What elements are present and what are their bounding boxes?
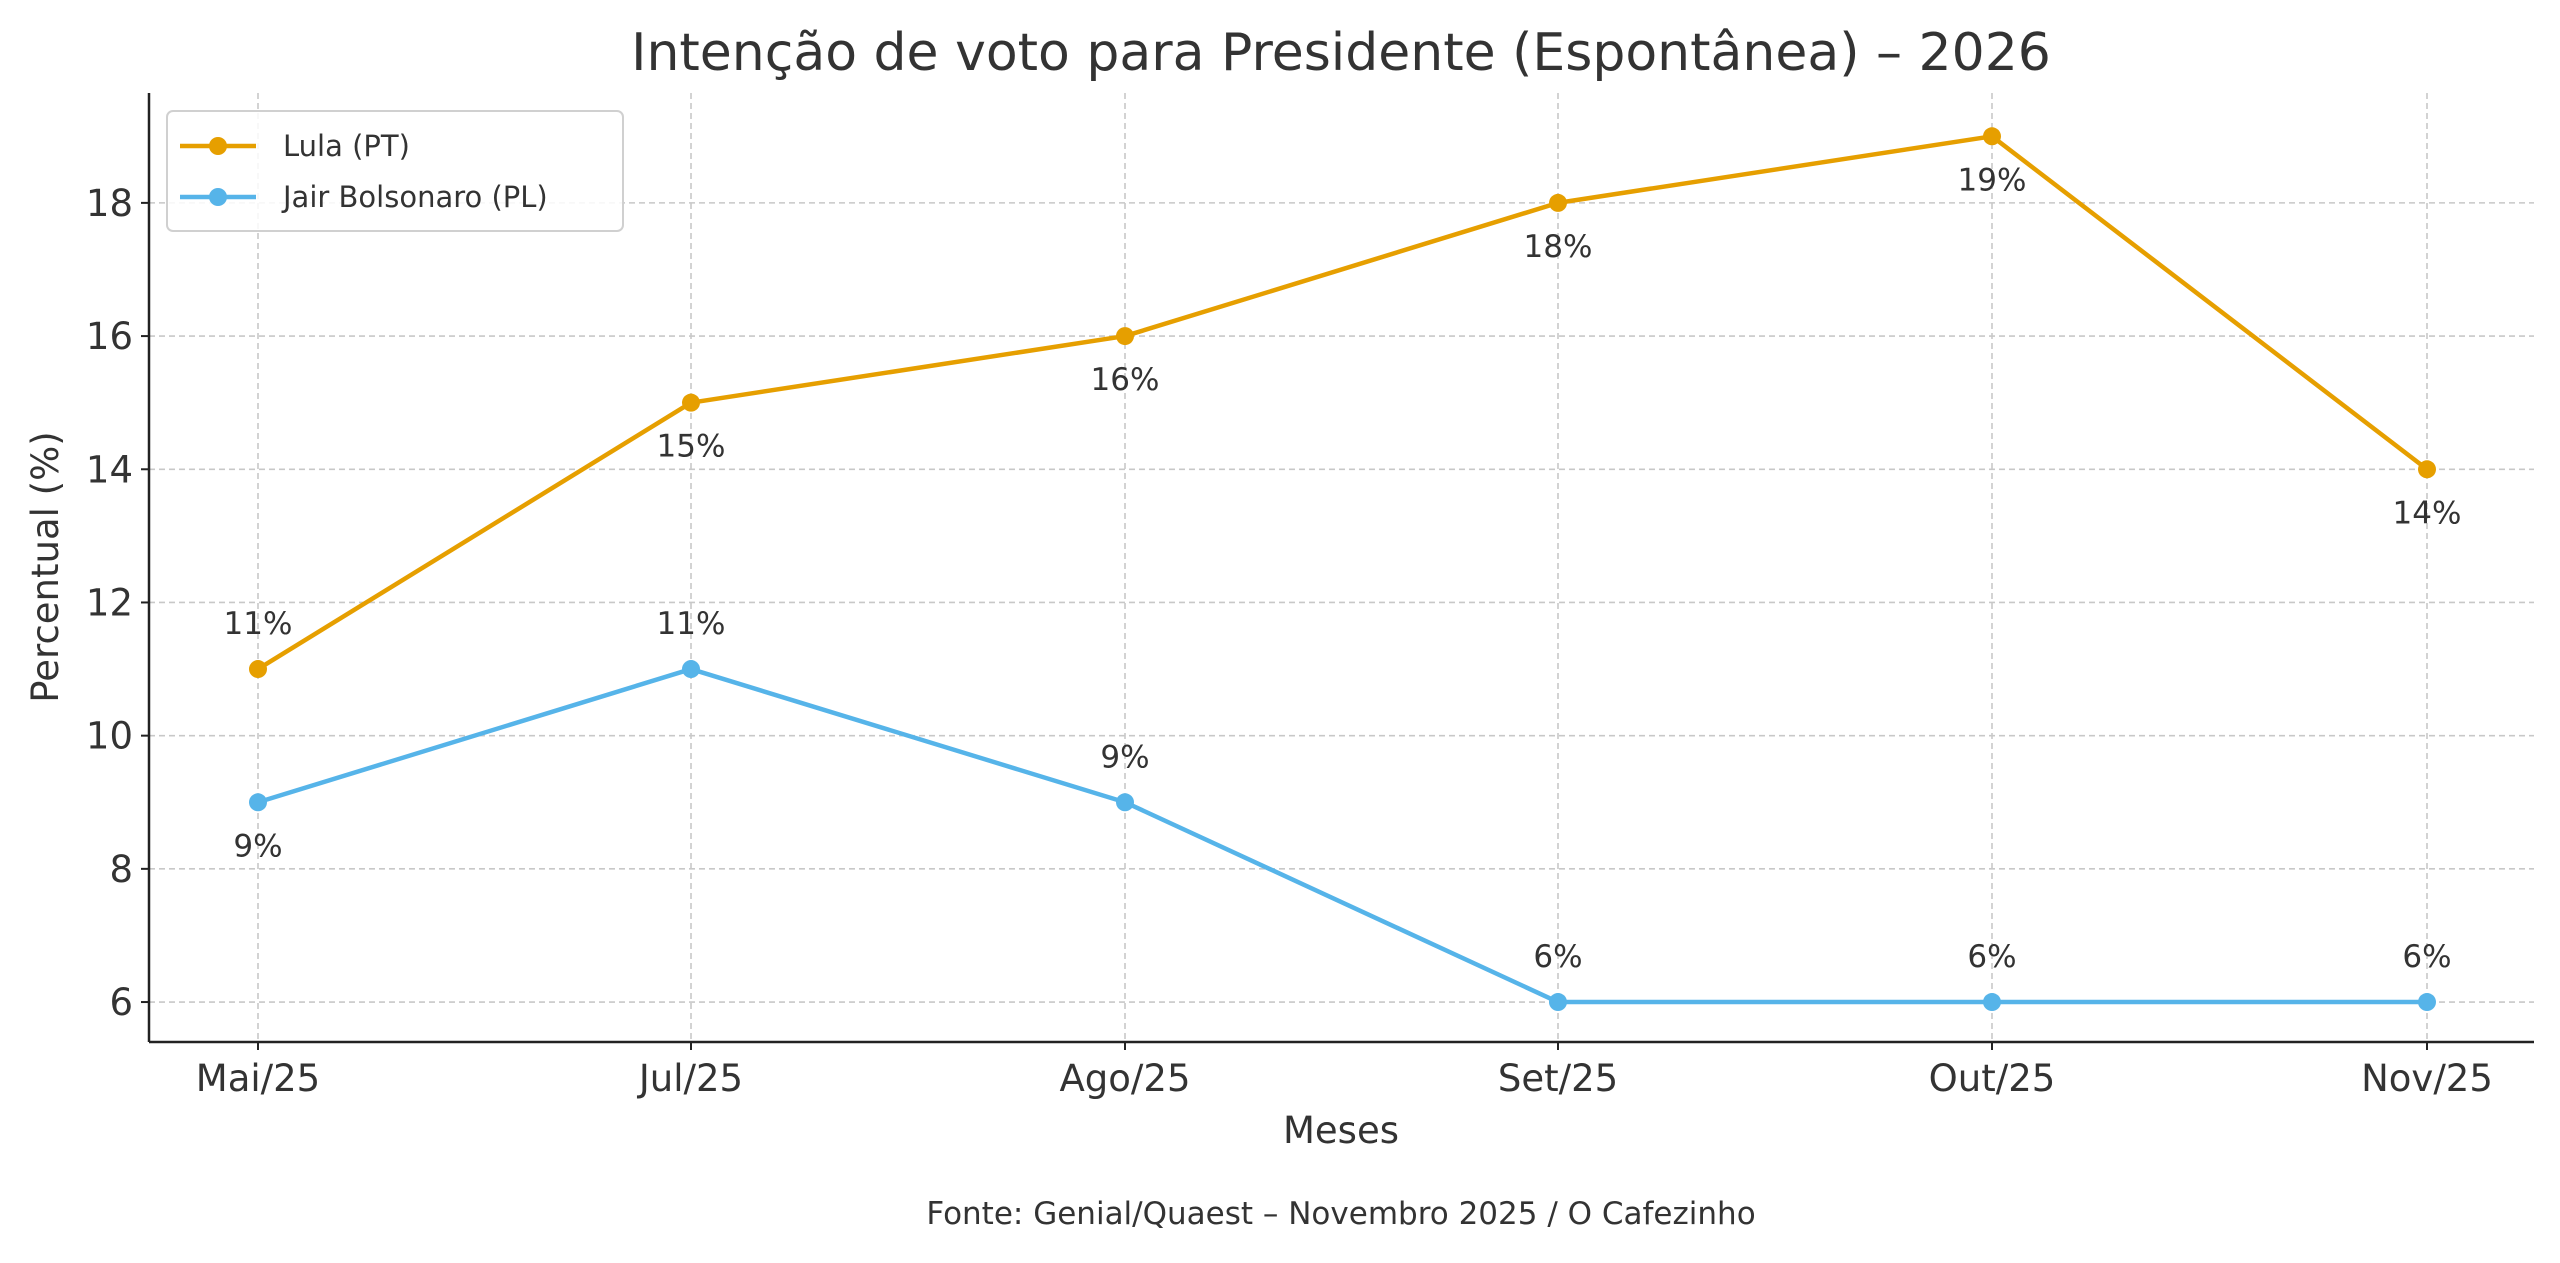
data-point bbox=[2418, 460, 2436, 479]
x-tick-label: Jul/25 bbox=[637, 1057, 743, 1100]
data-label: 11% bbox=[224, 606, 293, 642]
axes: 6 8 10 12 14 16 18 Mai/25 Jul/25 Ago/25 Set/25 Out/… bbox=[86, 93, 2534, 1100]
data-point bbox=[249, 793, 267, 812]
x-axis-label: Meses bbox=[1283, 1109, 1399, 1152]
data-label: 6% bbox=[2402, 939, 2451, 975]
legend-swatch-marker bbox=[209, 188, 227, 206]
y-axis-label: Percentual (%) bbox=[24, 431, 67, 702]
data-point bbox=[1116, 793, 1134, 812]
data-point bbox=[1549, 993, 1567, 1012]
data-label: 16% bbox=[1091, 362, 1160, 398]
data-label: 6% bbox=[1967, 939, 2016, 975]
y-tick-label: 6 bbox=[109, 981, 133, 1024]
data-label: 14% bbox=[2393, 495, 2462, 531]
data-label: 6% bbox=[1533, 939, 1582, 975]
data-point bbox=[249, 660, 267, 679]
data-label: 18% bbox=[1524, 229, 1593, 265]
chart-title: Intenção de voto para Presidente (Espont… bbox=[631, 23, 2051, 83]
legend-box bbox=[166, 110, 624, 232]
data-label: 9% bbox=[233, 828, 282, 864]
data-point bbox=[1116, 327, 1134, 346]
source-footnote: Fonte: Genial/Quaest – Novembro 2025 / O… bbox=[926, 1196, 1755, 1232]
data-point bbox=[1983, 993, 2001, 1012]
series-line-0 bbox=[256, 134, 2429, 671]
y-tick-label: 18 bbox=[86, 182, 133, 225]
data-point bbox=[682, 660, 700, 679]
legend-label: Lula (PT) bbox=[283, 129, 410, 163]
y-tick-label: 16 bbox=[86, 315, 133, 358]
y-tick-label: 12 bbox=[86, 581, 133, 624]
y-tick-label: 10 bbox=[86, 715, 133, 758]
y-tick-label: 14 bbox=[86, 448, 133, 491]
data-point bbox=[2418, 993, 2436, 1012]
x-tick-label: Ago/25 bbox=[1060, 1057, 1191, 1100]
y-tick-label: 8 bbox=[109, 848, 133, 891]
legend-label: Jair Bolsonaro (PL) bbox=[281, 180, 548, 214]
data-label: 15% bbox=[657, 429, 726, 465]
legend: Lula (PT) Jair Bolsonaro (PL) bbox=[166, 110, 624, 232]
x-tick-label: Set/25 bbox=[1498, 1057, 1618, 1100]
x-tick-label: Out/25 bbox=[1929, 1057, 2056, 1100]
legend-swatch-marker bbox=[209, 137, 227, 155]
series-line-1 bbox=[257, 666, 2427, 1005]
data-point bbox=[1983, 127, 2001, 146]
data-point bbox=[682, 393, 700, 412]
data-label: 9% bbox=[1100, 739, 1149, 775]
series-lines: 11% 15% 16% 18% 19% 14% 9% 11% 9% 6% 6% 6% bbox=[224, 127, 2462, 1012]
data-point bbox=[1549, 193, 1567, 212]
x-tick-label: Nov/25 bbox=[2361, 1057, 2493, 1100]
x-tick-label: Mai/25 bbox=[196, 1057, 320, 1100]
data-label: 11% bbox=[657, 606, 726, 642]
data-label: 19% bbox=[1958, 162, 2027, 198]
grid bbox=[149, 93, 2534, 1042]
